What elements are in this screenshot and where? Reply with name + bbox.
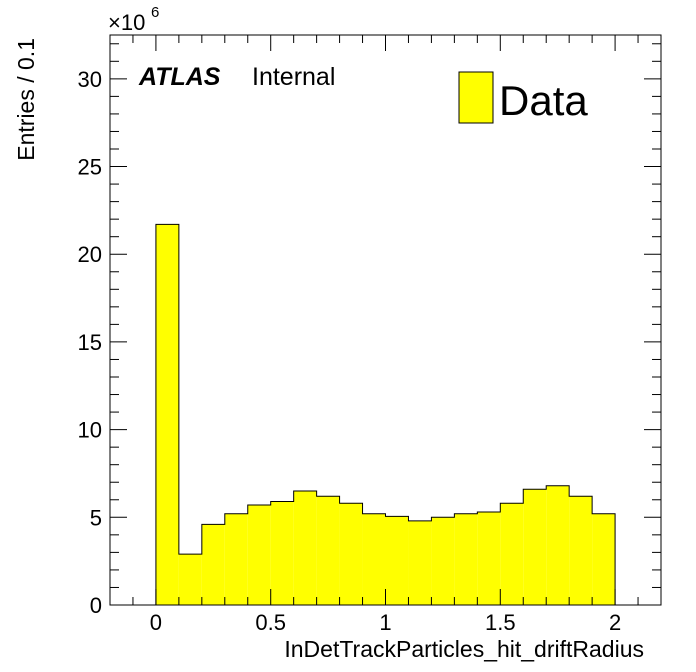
histogram-bin — [362, 513, 386, 605]
y-tick-label: 20 — [78, 242, 102, 267]
histogram-bin — [270, 501, 294, 605]
y-tick-label: 5 — [90, 505, 102, 530]
x-tick-label: 2 — [609, 610, 621, 635]
y-tick-label: 0 — [90, 593, 102, 618]
histogram-bin — [431, 517, 455, 605]
legend-label-data: Data — [499, 77, 588, 124]
x-axis-title: InDetTrackParticles_hit_driftRadius — [284, 636, 644, 662]
histogram-bin — [500, 503, 524, 605]
histogram-outline — [155, 223, 616, 605]
x-tick-label: 0 — [150, 610, 162, 635]
x-tick-label: 1 — [379, 610, 391, 635]
histogram-bin — [523, 489, 547, 605]
y-tick-label: 25 — [78, 155, 102, 180]
histogram-bin — [178, 554, 202, 605]
y-tick-label: 15 — [78, 330, 102, 355]
histogram-bars — [155, 223, 616, 605]
atlas-label: ATLAS — [138, 63, 221, 91]
y-tick-labels: 0 5 10 15 20 25 30 — [78, 67, 102, 618]
legend-swatch-data — [458, 71, 494, 124]
x-tick-label: 0.5 — [255, 610, 286, 635]
histogram-bin — [316, 496, 340, 605]
y-tick-label: 10 — [78, 418, 102, 443]
y-multiplier: ×10 — [108, 10, 145, 35]
histogram-bin — [408, 520, 432, 605]
histogram-bin — [454, 513, 478, 605]
histogram-bin — [155, 224, 179, 605]
legend: Data — [458, 71, 588, 124]
y-tick-label: 30 — [78, 67, 102, 92]
histogram-bin — [201, 524, 225, 605]
y-axis-title: Entries / 0.1 — [13, 38, 39, 161]
histogram-bin — [592, 513, 616, 605]
axis-ticks — [109, 35, 662, 606]
x-tick-labels: 0 0.5 1 1.5 2 — [150, 610, 621, 635]
histogram-bin — [385, 516, 409, 605]
histogram-bin — [247, 505, 271, 605]
histogram-bin — [293, 491, 317, 605]
histogram-bin — [569, 496, 593, 605]
histogram-bin — [224, 513, 248, 605]
histogram-bin — [477, 512, 501, 605]
x-tick-label: 1.5 — [485, 610, 516, 635]
histogram-bin — [339, 503, 363, 605]
internal-label: Internal — [252, 63, 335, 91]
y-multiplier-exponent: 6 — [151, 4, 159, 21]
histogram-bin — [546, 485, 570, 605]
